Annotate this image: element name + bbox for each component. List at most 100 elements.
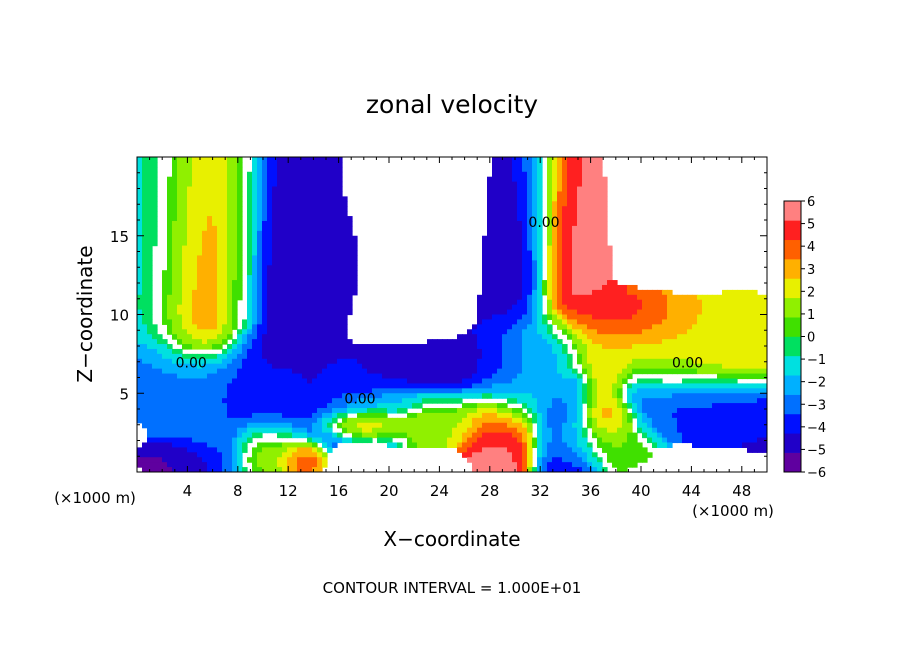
field-cell (422, 412, 428, 419)
field-cell (217, 294, 223, 301)
field-cell (212, 432, 218, 439)
field-cell (237, 260, 243, 266)
field-cell (257, 220, 263, 227)
field-cell (327, 265, 333, 271)
field-cell (502, 348, 508, 355)
field-cell (547, 358, 553, 365)
field-cell (312, 289, 318, 296)
field-cell (657, 353, 663, 360)
field-cell (412, 388, 418, 394)
field-cell (527, 304, 533, 311)
field-cell (167, 462, 173, 468)
field-cell (217, 324, 223, 330)
field-cell (592, 265, 598, 271)
field-cell (327, 196, 333, 202)
field-cell (312, 348, 318, 355)
field-cell (182, 245, 188, 252)
field-cell (212, 171, 218, 178)
field-cell (197, 206, 203, 212)
field-cell (247, 368, 253, 375)
field-cell (582, 280, 588, 286)
field-cell (632, 289, 638, 296)
field-cell (522, 201, 528, 207)
field-cell (592, 299, 598, 306)
field-cell (272, 339, 278, 345)
field-cell (322, 398, 328, 404)
field-cell (492, 442, 498, 448)
field-cell (217, 186, 223, 193)
field-cell (517, 220, 523, 227)
field-cell (252, 220, 258, 227)
field-cell (302, 230, 308, 237)
field-cell (552, 206, 558, 212)
field-cell (172, 240, 178, 247)
field-cell (497, 161, 503, 168)
field-cell (567, 408, 573, 414)
field-cell (147, 408, 153, 414)
field-cell (222, 265, 228, 271)
field-cell (487, 344, 493, 350)
field-cell (292, 432, 298, 439)
field-cell (237, 191, 243, 197)
field-cell (612, 309, 618, 316)
field-cell (222, 388, 228, 394)
field-cell (332, 373, 338, 380)
field-cell (197, 378, 203, 384)
field-cell (422, 393, 428, 399)
field-cell (287, 427, 293, 434)
field-cell (522, 280, 528, 286)
field-cell (167, 457, 173, 463)
field-cell (577, 255, 583, 261)
field-cell (327, 408, 333, 414)
field-cell (372, 344, 378, 350)
field-cell (452, 422, 458, 429)
field-cell (607, 324, 613, 330)
field-cell (512, 383, 518, 389)
field-cell (247, 255, 253, 261)
field-cell (372, 427, 378, 434)
field-cell (187, 235, 193, 242)
field-cell (647, 358, 653, 365)
field-cell (182, 373, 188, 380)
field-cell (242, 417, 248, 424)
field-cell (512, 294, 518, 301)
field-cell (227, 457, 233, 463)
field-cell (322, 245, 328, 252)
chart-title: zonal velocity (366, 90, 538, 119)
field-cell (602, 270, 608, 276)
field-cell (337, 166, 343, 173)
field-cell (517, 161, 523, 168)
field-cell (577, 432, 583, 439)
field-cell (307, 329, 313, 335)
field-cell (302, 270, 308, 276)
field-cell (142, 157, 148, 163)
field-cell (522, 348, 528, 355)
field-cell (227, 176, 233, 183)
field-cell (632, 368, 638, 375)
field-cell (612, 319, 618, 325)
field-cell (337, 422, 343, 429)
field-cell (642, 383, 648, 389)
field-cell (557, 353, 563, 360)
field-cell (542, 452, 548, 458)
field-cell (322, 452, 328, 458)
field-cell (192, 417, 198, 424)
field-cell (652, 412, 658, 419)
field-cell (602, 388, 608, 394)
field-cell (212, 462, 218, 468)
field-cell (462, 437, 468, 444)
field-cell (337, 196, 343, 202)
field-cell (187, 191, 193, 197)
field-cell (257, 442, 263, 448)
field-cell (482, 353, 488, 360)
field-cell (437, 417, 443, 424)
field-cell (492, 294, 498, 301)
field-cell (347, 216, 353, 222)
field-cell (627, 457, 633, 463)
field-cell (202, 452, 208, 458)
field-cell (147, 422, 153, 429)
field-cell (572, 422, 578, 429)
field-cell (497, 442, 503, 448)
field-cell (432, 432, 438, 439)
field-cell (562, 398, 568, 404)
